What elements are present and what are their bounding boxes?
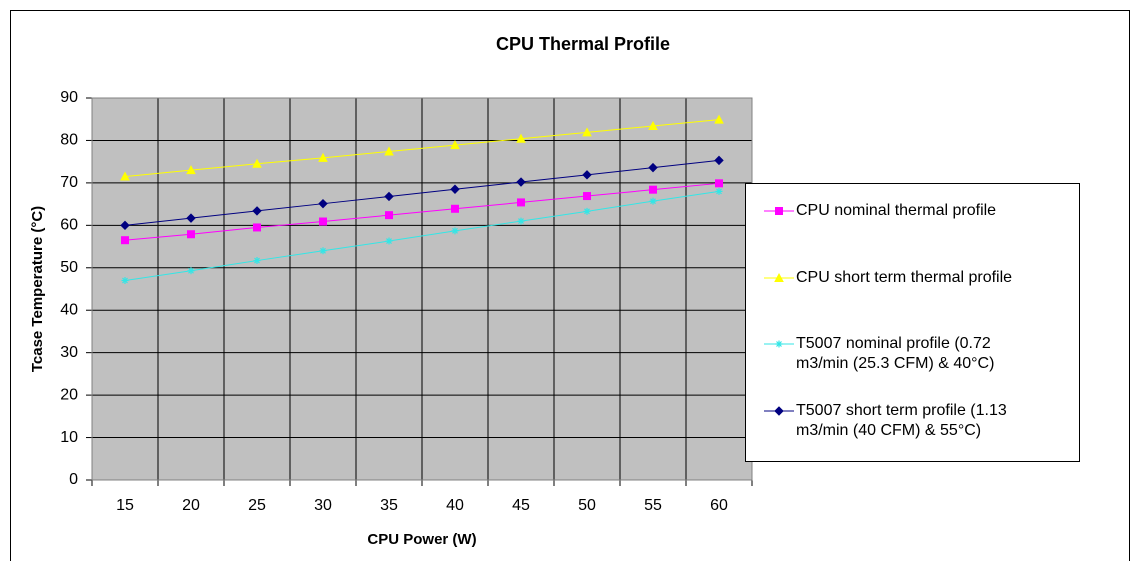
marker (318, 152, 328, 162)
marker (186, 165, 196, 175)
marker (714, 155, 724, 166)
legend-key (764, 406, 794, 416)
x-tick-label: 15 (116, 497, 134, 514)
marker (774, 272, 784, 282)
marker (253, 257, 261, 265)
marker (517, 198, 525, 207)
marker (582, 127, 592, 137)
marker (649, 197, 657, 205)
marker (714, 114, 724, 124)
y-tick-label: 50 (60, 259, 78, 276)
y-tick-label: 80 (60, 132, 78, 149)
marker (318, 198, 328, 209)
y-tick-label: 40 (60, 301, 78, 318)
legend-key (764, 272, 794, 282)
marker (384, 146, 394, 156)
y-tick-label: 10 (60, 429, 78, 446)
x-tick-label: 20 (182, 497, 200, 514)
marker (252, 158, 262, 168)
legend-key (764, 207, 794, 215)
y-tick-label: 0 (69, 471, 78, 488)
x-tick-label: 50 (578, 497, 596, 514)
marker (187, 267, 195, 275)
marker (121, 277, 129, 285)
y-tick-label: 30 (60, 344, 78, 361)
marker (775, 340, 783, 348)
legend-label: T5007 nominal profile (0.72 m3/min (25.3… (796, 335, 995, 372)
marker (451, 204, 459, 213)
y-tick-label: 60 (60, 217, 78, 234)
marker (319, 247, 327, 255)
y-tick-label: 20 (60, 386, 78, 403)
marker (517, 217, 525, 225)
marker (384, 191, 394, 202)
y-tick-label: 90 (60, 89, 78, 106)
marker (582, 170, 592, 180)
legend-label: T5007 short term profile (1.13 m3/min (4… (796, 402, 1007, 439)
x-tick-label: 35 (380, 497, 398, 514)
series-line (124, 159, 720, 226)
marker (187, 230, 195, 239)
series-line (124, 190, 720, 282)
marker (319, 217, 327, 226)
marker (649, 185, 657, 194)
x-tick-label: 40 (446, 497, 464, 514)
marker (583, 207, 591, 215)
series-line (124, 182, 720, 241)
marker (648, 162, 658, 173)
series-line (124, 119, 720, 178)
marker (774, 406, 784, 416)
marker (516, 133, 526, 143)
chart-title: CPU Thermal Profile (496, 34, 670, 54)
x-tick-label: 30 (314, 497, 332, 514)
marker (253, 223, 261, 232)
marker (450, 140, 460, 150)
marker (715, 187, 723, 195)
marker (186, 213, 196, 223)
marker (385, 211, 393, 220)
y-tick-label: 70 (60, 174, 78, 191)
marker (121, 236, 129, 245)
x-tick-label: 60 (710, 497, 728, 514)
marker (252, 206, 262, 216)
marker (120, 220, 130, 231)
marker (450, 184, 460, 194)
y-axis-title: Tcase Temperature (°C) (29, 206, 46, 372)
marker (385, 237, 393, 245)
marker (583, 192, 591, 201)
x-axis-title: CPU Power (W) (367, 531, 476, 548)
marker (775, 207, 783, 215)
legend-label: CPU short term thermal profile (796, 269, 1013, 286)
marker (120, 171, 130, 181)
x-tick-label: 25 (248, 497, 266, 514)
marker (715, 179, 723, 188)
legend: CPU nominal thermal profile CPU short ter… (745, 183, 1080, 462)
marker (648, 120, 658, 131)
marker (516, 177, 526, 187)
x-tick-label: 45 (512, 497, 530, 514)
x-tick-label: 55 (644, 497, 662, 514)
marker (451, 227, 459, 235)
legend-label: CPU nominal thermal profile (796, 202, 997, 219)
legend-key (764, 340, 794, 348)
